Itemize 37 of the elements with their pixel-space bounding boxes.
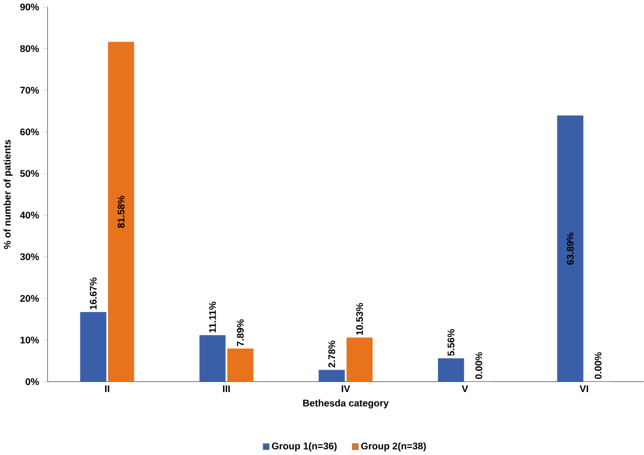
legend-label: Group 2(n=38) <box>361 442 426 452</box>
data-label: 2.78% <box>328 340 336 368</box>
y-tick-label: 10% <box>20 336 39 344</box>
y-tick-label: 70% <box>20 86 39 94</box>
y-tick-label: 90% <box>20 3 39 10</box>
y-tick-label: 40% <box>20 212 39 218</box>
bar <box>80 312 106 382</box>
legend-label: Group 1(n=36) <box>272 442 337 452</box>
data-label: 11.11% <box>209 302 216 332</box>
data-label: 10.53% <box>356 302 363 335</box>
y-tick-label: 0% <box>26 378 39 385</box>
y-tick-label: 50% <box>20 170 39 177</box>
data-label: 7.89% <box>236 319 244 346</box>
y-tick-label: 30% <box>20 253 39 260</box>
bar <box>108 42 134 382</box>
bar <box>318 370 345 382</box>
data-label: 0.00% <box>475 352 482 379</box>
x-tick-label: III <box>223 385 230 392</box>
bar <box>227 348 254 382</box>
data-label: 0.00% <box>594 352 602 379</box>
bar <box>199 335 226 382</box>
x-tick-label: IV <box>342 385 350 392</box>
y-axis-title: % of number of patients <box>4 140 13 249</box>
x-tick-label: VI <box>580 385 588 392</box>
data-label: 63.89% <box>566 232 574 265</box>
x-axis-title: Bethesda category <box>303 399 389 408</box>
y-tick-label: 20% <box>20 294 39 302</box>
bar <box>557 115 584 382</box>
y-tick-label: 60% <box>20 128 39 136</box>
data-label: 5.56% <box>448 328 454 356</box>
x-tick-label: V <box>462 385 468 392</box>
data-label: 16.67% <box>90 277 97 310</box>
y-tick-label: 80% <box>20 45 39 52</box>
data-label: 81.58% <box>118 196 124 228</box>
bar <box>438 358 464 382</box>
x-tick-label: II <box>105 385 110 392</box>
bar <box>346 337 373 382</box>
